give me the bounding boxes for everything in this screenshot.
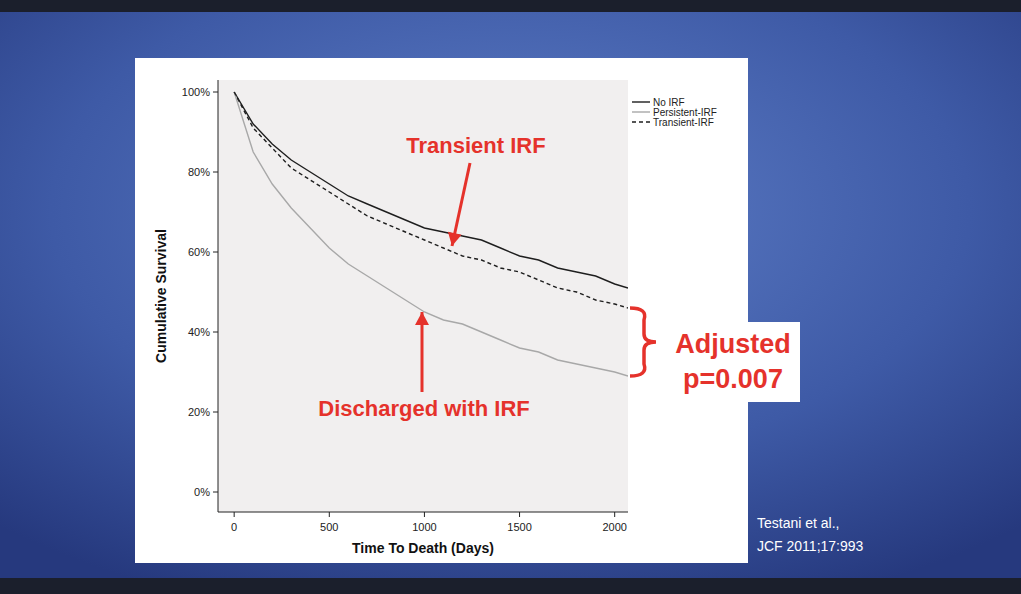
x-axis xyxy=(218,512,628,513)
annotation-bracket xyxy=(630,308,656,376)
x-tick-label: 500 xyxy=(320,521,338,533)
y-tick xyxy=(213,92,218,93)
y-tick xyxy=(213,492,218,493)
slide: 0% 20% 40% 60% 80% 100% 0 500 1000 1500 2000 Time T… xyxy=(0,0,1021,594)
x-tick-label: 1500 xyxy=(507,521,531,533)
annotation: p=0.007 xyxy=(683,364,783,394)
survival-curve xyxy=(234,92,628,308)
legend-label: Transient-IRF xyxy=(653,117,714,128)
y-tick-label: 0% xyxy=(194,486,210,498)
x-tick xyxy=(519,512,520,517)
x-tick-label: 0 xyxy=(231,521,237,533)
chart-panel xyxy=(135,58,748,563)
plot-area xyxy=(218,80,628,512)
x-tick-label: 1000 xyxy=(412,521,436,533)
annotation-arrowhead xyxy=(448,232,462,246)
x-axis-label: Time To Death (Days) xyxy=(352,540,494,556)
citation: JCF 2011;17:993 xyxy=(757,538,864,554)
legend-swatch xyxy=(632,101,650,102)
y-tick xyxy=(213,412,218,413)
y-tick xyxy=(213,172,218,173)
citation: Testani et al., xyxy=(757,515,840,531)
legend-swatch xyxy=(632,111,650,112)
x-tick xyxy=(234,512,235,517)
x-tick xyxy=(424,512,425,517)
y-tick-label: 100% xyxy=(182,86,210,98)
x-tick xyxy=(614,512,615,517)
annotation: Adjusted xyxy=(675,329,791,359)
p-value-box xyxy=(666,322,800,402)
y-tick-label: 80% xyxy=(188,166,210,178)
slide-background xyxy=(0,12,1021,578)
y-tick xyxy=(213,332,218,333)
y-axis xyxy=(218,80,219,512)
x-tick xyxy=(329,512,330,517)
survival-curve xyxy=(234,92,628,288)
y-tick-label: 60% xyxy=(188,246,210,258)
annotation-arrowhead xyxy=(415,312,429,325)
annotation: Discharged with IRF xyxy=(318,396,529,421)
annotation: Transient IRF xyxy=(406,133,545,158)
y-axis-label: Cumulative Survival xyxy=(153,229,169,363)
x-tick-label: 2000 xyxy=(602,521,626,533)
legend-swatch xyxy=(632,121,650,122)
y-tick-label: 20% xyxy=(188,406,210,418)
survival-curve xyxy=(234,92,628,376)
y-tick-label: 40% xyxy=(188,326,210,338)
y-tick xyxy=(213,252,218,253)
frame xyxy=(0,0,1021,594)
series-group xyxy=(234,92,628,376)
